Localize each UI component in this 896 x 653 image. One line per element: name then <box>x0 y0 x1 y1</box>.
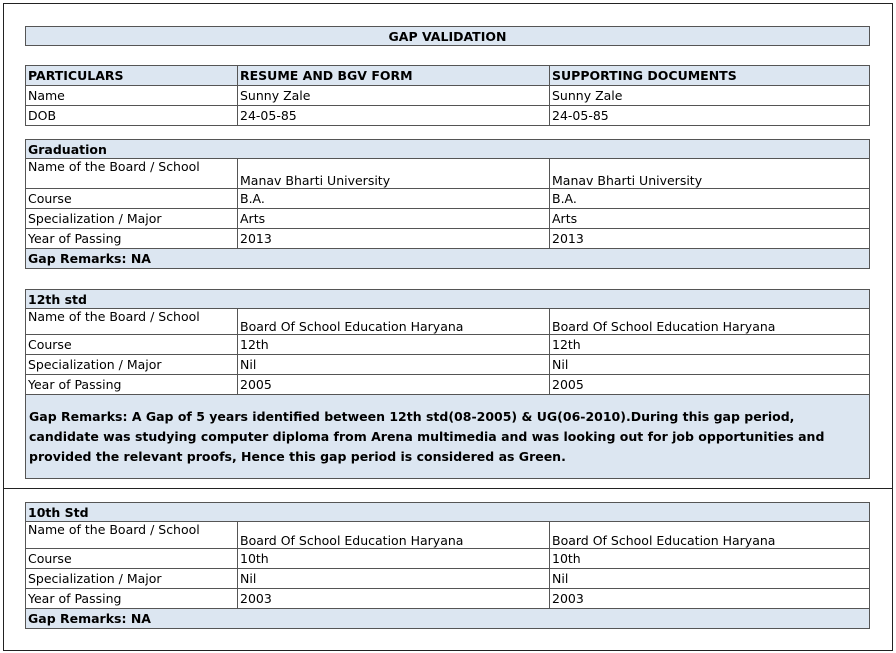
value-cell: RESUME AND BGV FORM <box>237 65 550 86</box>
value-cell: Nil <box>549 354 870 375</box>
label-cell: Name of the Board / School <box>25 158 238 189</box>
value-cell: 2013 <box>549 228 870 249</box>
label-cell: Course <box>25 188 238 209</box>
section-title: 10th Std <box>25 502 870 522</box>
value-cell: 2005 <box>237 374 550 395</box>
label-cell: PARTICULARS <box>25 65 238 86</box>
label-cell: DOB <box>25 105 238 126</box>
value-cell: Nil <box>549 568 870 589</box>
value-cell: Arts <box>549 208 870 229</box>
frame-bottom <box>3 488 893 651</box>
gap-remarks: Gap Remarks: A Gap of 5 years identified… <box>25 394 870 479</box>
value-cell: 2005 <box>549 374 870 395</box>
label-cell: Course <box>25 334 238 355</box>
value-cell: Board Of School Education Haryana <box>549 521 870 549</box>
label-cell: Specialization / Major <box>25 354 238 375</box>
value-cell: 10th <box>237 548 550 569</box>
page-title: GAP VALIDATION <box>25 26 870 46</box>
label-cell: Course <box>25 548 238 569</box>
value-cell: Sunny Zale <box>237 85 550 106</box>
value-cell: Manav Bharti University <box>549 158 870 189</box>
value-cell: 2003 <box>237 588 550 609</box>
value-cell: 2003 <box>549 588 870 609</box>
value-cell: 24-05-85 <box>237 105 550 126</box>
value-cell: 24-05-85 <box>549 105 870 126</box>
value-cell: SUPPORTING DOCUMENTS <box>549 65 870 86</box>
value-cell: Nil <box>237 568 550 589</box>
value-cell: B.A. <box>549 188 870 209</box>
section-title: Graduation <box>25 139 870 159</box>
value-cell: Nil <box>237 354 550 375</box>
value-cell: Board Of School Education Haryana <box>237 521 550 549</box>
value-cell: Manav Bharti University <box>237 158 550 189</box>
section-title: 12th std <box>25 289 870 309</box>
label-cell: Name <box>25 85 238 106</box>
value-cell: 2013 <box>237 228 550 249</box>
value-cell: 10th <box>549 548 870 569</box>
label-cell: Year of Passing <box>25 374 238 395</box>
label-cell: Name of the Board / School <box>25 308 238 335</box>
value-cell: Board Of School Education Haryana <box>549 308 870 335</box>
label-cell: Name of the Board / School <box>25 521 238 549</box>
value-cell: 12th <box>237 334 550 355</box>
gap-remarks: Gap Remarks: NA <box>25 608 870 629</box>
label-cell: Specialization / Major <box>25 568 238 589</box>
value-cell: B.A. <box>237 188 550 209</box>
label-cell: Year of Passing <box>25 228 238 249</box>
value-cell: 12th <box>549 334 870 355</box>
value-cell: Board Of School Education Haryana <box>237 308 550 335</box>
value-cell: Arts <box>237 208 550 229</box>
label-cell: Specialization / Major <box>25 208 238 229</box>
gap-remarks: Gap Remarks: NA <box>25 248 870 269</box>
value-cell: Sunny Zale <box>549 85 870 106</box>
label-cell: Year of Passing <box>25 588 238 609</box>
